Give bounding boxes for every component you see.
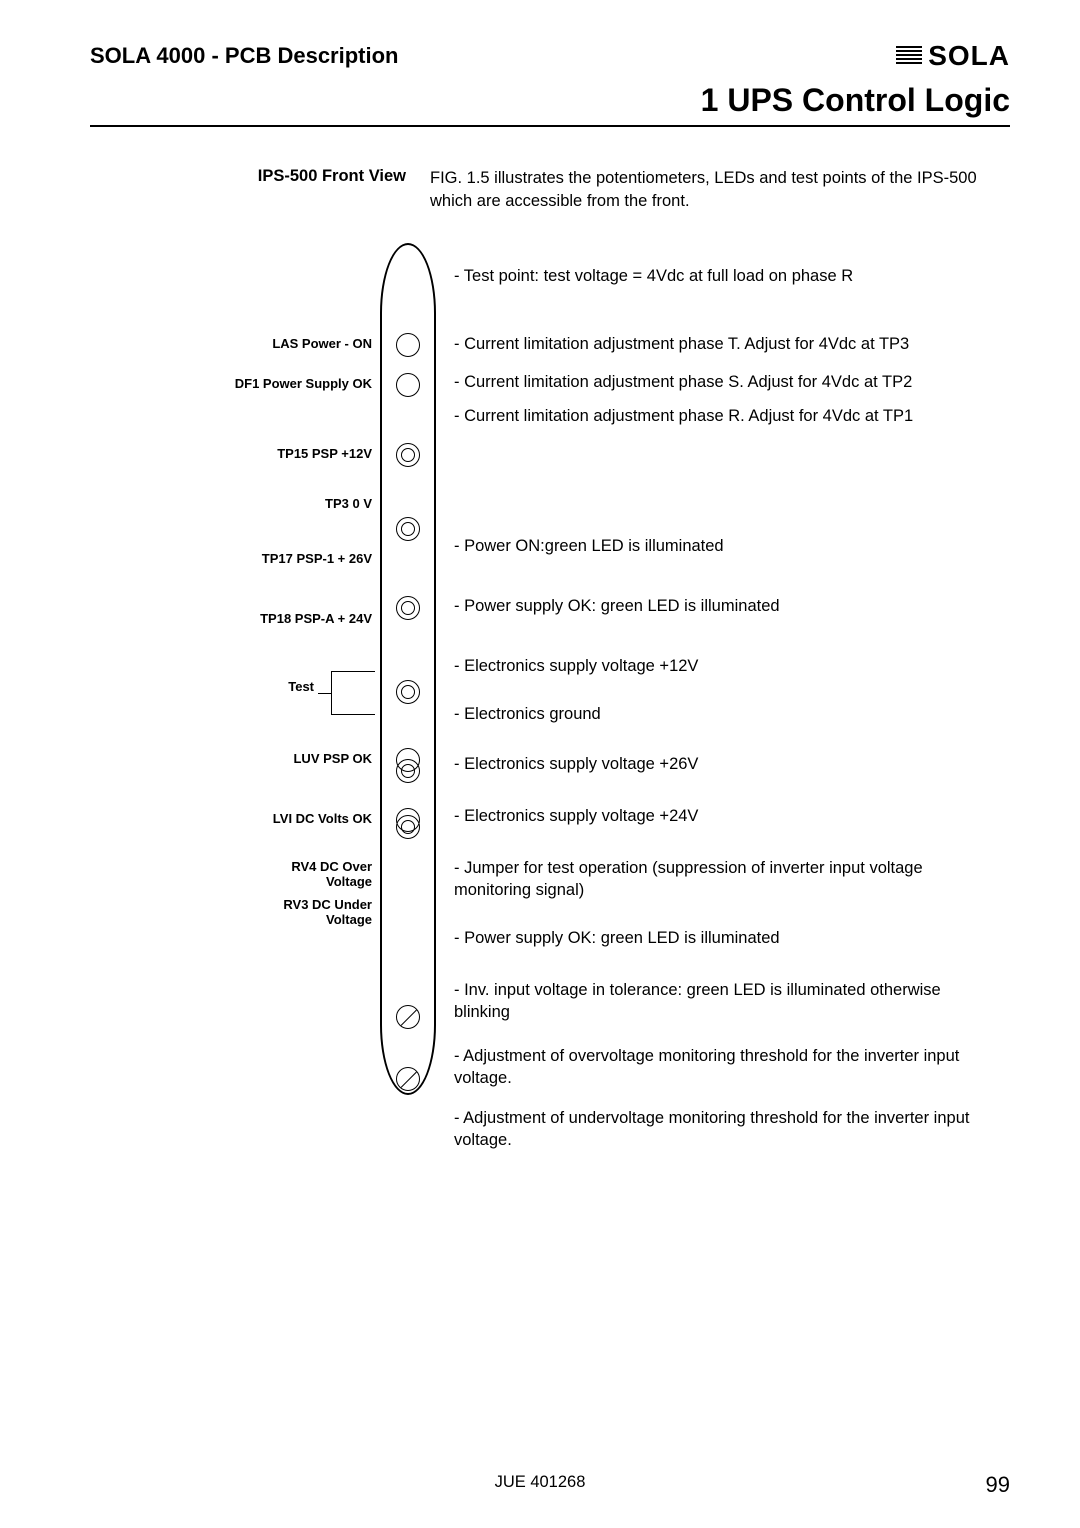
pcb-outline: [380, 243, 436, 1095]
desc-d9: - Electronics supply voltage +26V: [454, 753, 1000, 775]
label-tp17: TP17 PSP-1 + 26V: [90, 551, 372, 567]
desc-d6: - Power supply OK: green LED is illumina…: [454, 595, 1000, 617]
desc-d1: - Test point: test voltage = 4Vdc at ful…: [454, 265, 1000, 287]
section-title: 1 UPS Control Logic: [90, 82, 1010, 119]
label-tp15: TP15 PSP +12V: [90, 446, 372, 462]
header: SOLA 4000 - PCB Description SOLA: [90, 40, 1010, 72]
desc-d15: - Adjustment of undervoltage monitoring …: [454, 1107, 1000, 1152]
led-lvi-icon: [396, 808, 420, 832]
label-rv4-ln1: RV4 DC Over: [90, 859, 372, 875]
testpoint-tp3-icon: [396, 517, 420, 541]
testpoint-tp17-icon: [396, 596, 420, 620]
label-tp3: TP3 0 V: [90, 496, 372, 512]
intro-row: IPS-500 Front View FIG. 1.5 illustrates …: [90, 167, 1010, 213]
desc-d11: - Jumper for test operation (suppression…: [454, 857, 1000, 902]
pot-rv4-icon: [396, 1005, 420, 1029]
label-rv4-ln2: Voltage: [90, 874, 372, 890]
testpoint-tp15-icon: [396, 443, 420, 467]
label-rv3-ln1: RV3 DC Under: [90, 897, 372, 913]
testpoint-tp18-icon: [396, 680, 420, 704]
label-df1: DF1 Power Supply OK: [90, 376, 372, 392]
desc-d5: - Power ON:green LED is illuminated: [454, 535, 1000, 557]
desc-d4: - Current limitation adjustment phase R.…: [454, 405, 1000, 427]
intro-label: IPS-500 Front View: [90, 167, 430, 213]
desc-d2: - Current limitation adjustment phase T.…: [454, 333, 1000, 355]
logo: SOLA: [896, 40, 1010, 72]
desc-d10: - Electronics supply voltage +24V: [454, 805, 1000, 827]
label-luv: LUV PSP OK: [90, 751, 372, 767]
label-lvi: LVI DC Volts OK: [90, 811, 372, 827]
test-tick: [318, 693, 331, 694]
label-las-power: LAS Power - ON: [90, 336, 372, 352]
led-luv-icon: [396, 748, 420, 772]
label-tp18: TP18 PSP-A + 24V: [90, 611, 372, 627]
pot-rv3-icon: [396, 1067, 420, 1091]
desc-d13: - Inv. input voltage in tolerance: green…: [454, 979, 1000, 1024]
desc-d3: - Current limitation adjustment phase S.…: [454, 371, 1000, 393]
doc-title: SOLA 4000 - PCB Description: [90, 43, 398, 69]
label-rv3-ln2: Voltage: [90, 912, 372, 928]
footer-doc-id: JUE 401268: [0, 1473, 1080, 1492]
test-bracket: [331, 671, 375, 715]
divider: [90, 125, 1010, 127]
page-number: 99: [986, 1472, 1010, 1498]
desc-d12: - Power supply OK: green LED is illumina…: [454, 927, 1000, 949]
label-test: Test: [90, 679, 314, 695]
led-las-power-icon: [396, 333, 420, 357]
desc-d7: - Electronics supply voltage +12V: [454, 655, 1000, 677]
desc-d14: - Adjustment of overvoltage monitoring t…: [454, 1045, 1000, 1090]
diagram: LAS Power - ON DF1 Power Supply OK TP15 …: [90, 243, 1010, 1123]
led-df1-icon: [396, 373, 420, 397]
intro-text: FIG. 1.5 illustrates the potentiometers,…: [430, 167, 1010, 213]
desc-d8: - Electronics ground: [454, 703, 1000, 725]
